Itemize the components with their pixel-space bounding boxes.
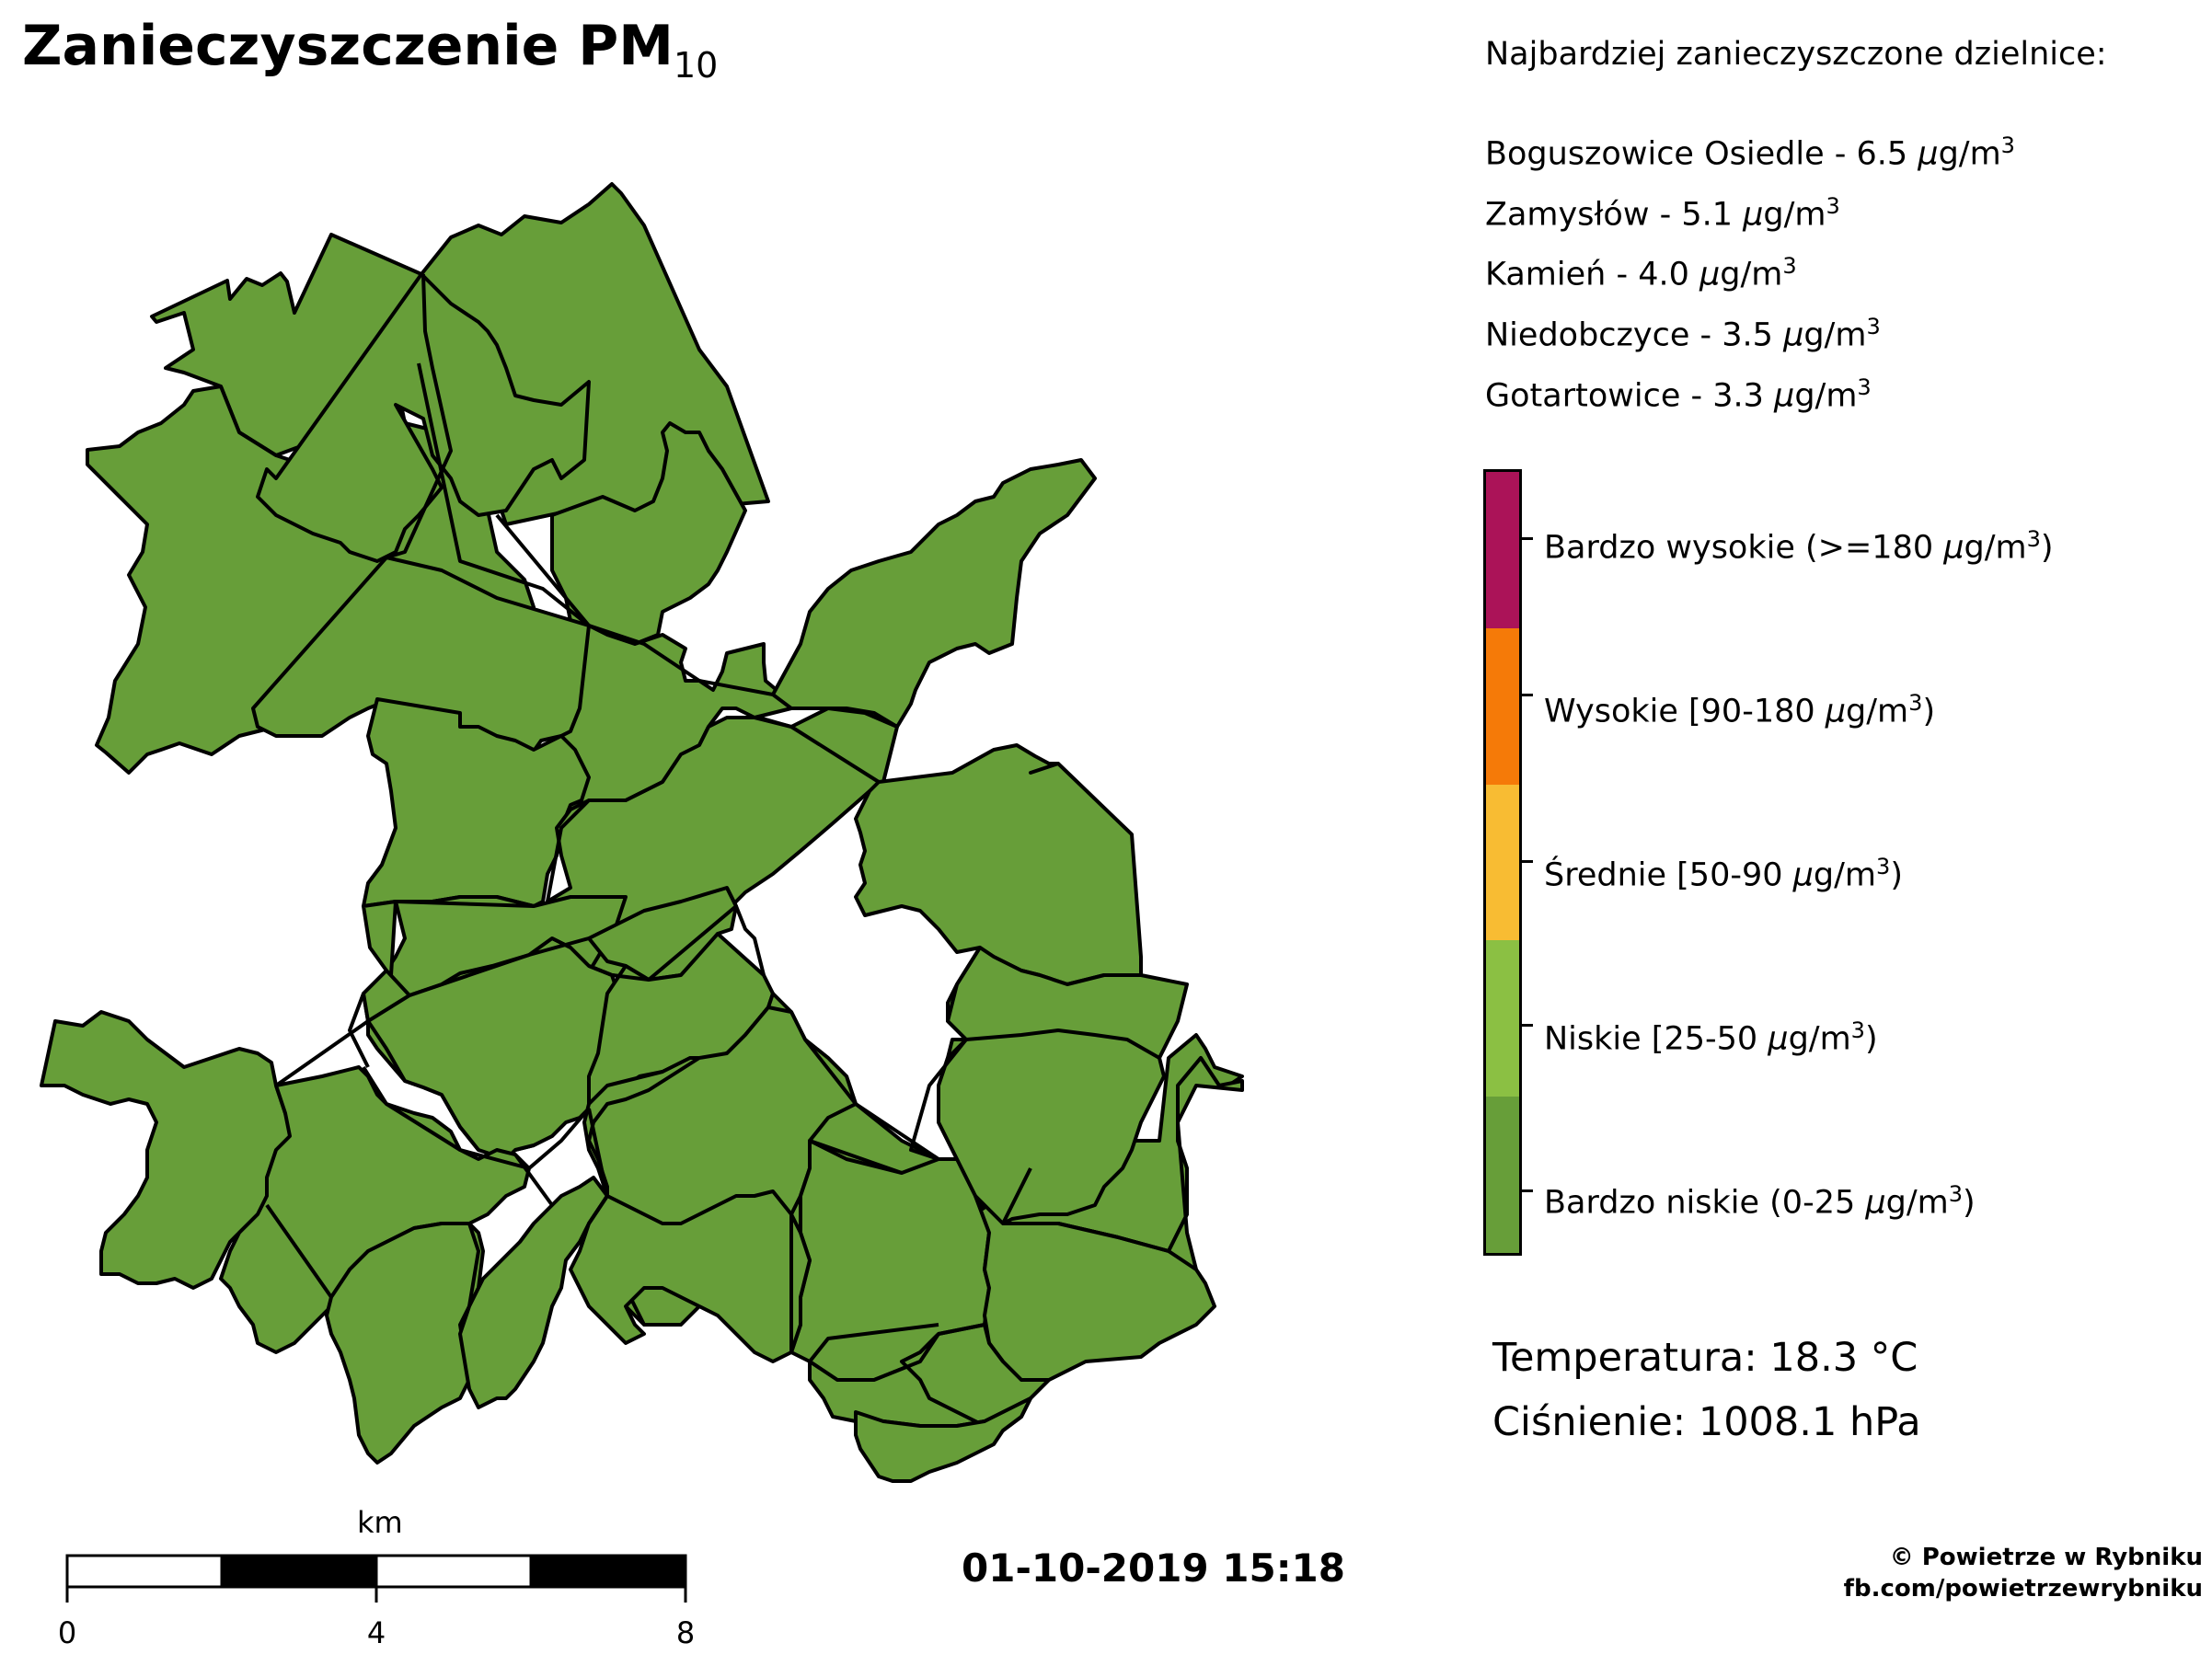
district-borders xyxy=(265,273,1169,1400)
scalebar-tick-label: 8 xyxy=(675,1615,696,1650)
district-8 xyxy=(771,458,1097,729)
scalebar-segment xyxy=(374,1554,533,1589)
legend-swatch-low xyxy=(1486,940,1519,1097)
legend-colorbar xyxy=(1483,469,1522,1256)
district-11 xyxy=(854,743,1143,986)
legend-tick xyxy=(1522,694,1533,696)
legend-label-very-low: Bardzo niskie (0-25 μg/m3) xyxy=(1544,1181,1976,1222)
district-14 xyxy=(362,936,623,1161)
legend-swatch-medium xyxy=(1486,784,1519,941)
legend-label-low: Niskie [25-50 μg/m3) xyxy=(1544,1017,1878,1058)
legend-label-high: Wysokie [90-180 μg/m3) xyxy=(1544,690,1936,730)
top-districts-header: Najbardziej zanieczyszczone dzielnice: xyxy=(1485,36,2107,73)
list-item: Gotartowice - 3.3 μg/m3 xyxy=(1485,373,1872,415)
legend-tick xyxy=(1522,1024,1533,1027)
scalebar-tick-label: 0 xyxy=(57,1615,77,1650)
temperature-readout: Temperatura: 18.3 °C xyxy=(1492,1335,1918,1381)
district-28 xyxy=(40,1010,296,1290)
list-item: Zamysłów - 5.1 μg/m3 xyxy=(1485,192,1840,234)
district-23 xyxy=(937,1028,1166,1225)
credit: © Powietrze w Rybniku fb.com/powietrzewr… xyxy=(1844,1542,2203,1604)
list-item: Kamień - 4.0 μg/m3 xyxy=(1485,253,1797,293)
title-text: Zanieczyszczenie PM xyxy=(22,14,674,78)
legend-tick xyxy=(1522,860,1533,863)
legend-label-very-high: Bardzo wysokie (>=180 μg/m3) xyxy=(1544,526,2054,567)
top-districts-list: Boguszowice Osiedle - 6.5 μg/m3 Zamysłów… xyxy=(1485,120,2015,421)
district-group xyxy=(40,182,1244,1483)
scalebar-segment xyxy=(529,1554,687,1589)
credit-line: © Powietrze w Rybniku xyxy=(1889,1544,2203,1571)
district-27 xyxy=(854,1396,1032,1483)
district-9 xyxy=(362,697,591,908)
legend-tick xyxy=(1522,1189,1533,1192)
timestamp: 01-10-2019 15:18 xyxy=(962,1545,1345,1591)
list-item: Boguszowice Osiedle - 6.5 μg/m3 xyxy=(1485,132,2015,173)
legend-swatch-very-low xyxy=(1486,1097,1519,1253)
scalebar-unit: km xyxy=(357,1505,403,1540)
title-subscript: 10 xyxy=(673,45,719,86)
scalebar-segment xyxy=(220,1554,378,1589)
pressure-readout: Ciśnienie: 1008.1 hPa xyxy=(1492,1399,1921,1445)
legend-swatch-high xyxy=(1486,627,1519,785)
legend-label-medium: Średnie [50-90 μg/m3) xyxy=(1544,854,1903,894)
district-32 xyxy=(569,1189,812,1363)
map-title: Zanieczyszczenie PM10 xyxy=(22,9,718,102)
scalebar xyxy=(65,1554,687,1603)
district-map xyxy=(40,182,1244,1483)
legend-swatch-very-high xyxy=(1486,472,1519,628)
scalebar-tick-label: 4 xyxy=(366,1615,386,1650)
credit-link: fb.com/powietrzewrybniku xyxy=(1843,1575,2203,1603)
district-31 xyxy=(458,1176,609,1409)
scalebar-segment xyxy=(65,1554,224,1589)
list-item: Niedobczyce - 3.5 μg/m3 xyxy=(1485,313,1881,354)
legend-tick xyxy=(1522,537,1533,540)
